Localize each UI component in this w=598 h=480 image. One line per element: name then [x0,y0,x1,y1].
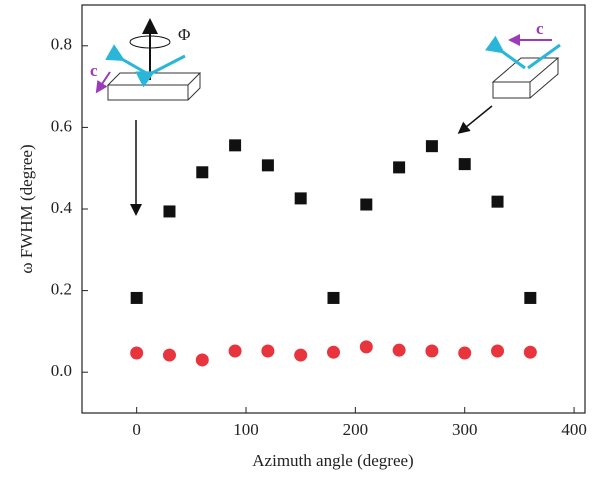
point [425,140,438,153]
point [491,195,504,208]
y-tick-label: 0.8 [51,35,72,54]
x-tick-label: 300 [452,420,478,439]
x-tick-label: 200 [343,420,369,439]
point [360,198,373,211]
point [228,344,242,358]
point [130,346,144,360]
point [458,346,472,360]
point [327,345,340,359]
y-axis-label: ω FWHM (degree) [17,144,36,273]
point [425,344,439,358]
point [196,166,209,179]
point [261,344,275,358]
y-tick-label: 0.2 [51,280,72,299]
y-tick-label: 0.4 [51,198,73,217]
x-tick-label: 0 [132,420,141,439]
point [130,291,143,304]
point [163,205,176,218]
point [523,345,537,359]
annotation: Φ [178,25,190,44]
inset-right [457,34,561,134]
point [294,348,308,362]
point [195,353,209,367]
point [393,161,406,174]
point [392,343,406,357]
point [524,291,537,304]
annotation: c [536,19,544,38]
x-axis-label: Azimuth angle (degree) [252,451,413,470]
y-tick-label: 0.0 [51,361,72,380]
point [327,291,340,304]
point [359,340,373,354]
point [294,192,307,205]
inset-left [95,18,202,216]
point [261,159,274,172]
point [162,348,176,362]
point [458,158,471,171]
x-tick-label: 100 [233,420,259,439]
x-tick-label: 400 [561,420,587,439]
point [491,344,505,358]
point [229,139,242,152]
annotation: c [90,61,98,80]
y-tick-label: 0.6 [51,116,72,135]
